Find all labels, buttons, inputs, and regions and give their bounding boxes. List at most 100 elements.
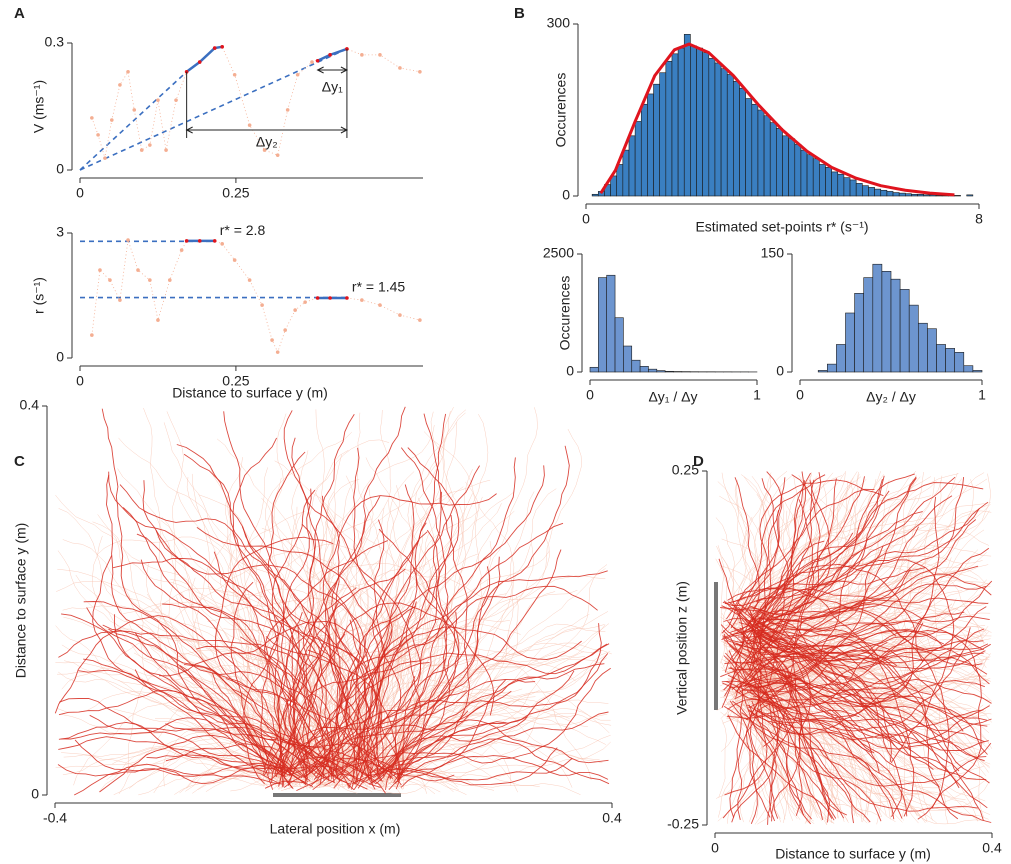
- bar: [825, 167, 832, 197]
- x-tick-label: 1: [978, 387, 986, 403]
- y-tick-label: 0: [56, 161, 64, 177]
- data-point: [90, 116, 94, 120]
- trajectory: [724, 680, 763, 819]
- x-axis-label: Distance to surface y (m): [172, 385, 328, 401]
- trajectory: [400, 755, 609, 788]
- bar: [872, 263, 883, 373]
- bar: [656, 370, 666, 373]
- bar: [708, 58, 716, 197]
- trajectory: [721, 488, 875, 634]
- data-point: [398, 313, 402, 317]
- trajectory: [740, 666, 985, 707]
- y-tick-label: 150: [761, 245, 785, 261]
- trajectory: [745, 474, 860, 612]
- bar: [614, 317, 624, 373]
- bar: [855, 183, 863, 197]
- highlight-point: [212, 239, 217, 243]
- trajectory: [734, 640, 984, 700]
- data-point: [275, 350, 280, 354]
- trajectory: [89, 714, 402, 786]
- trajectory: [282, 673, 402, 787]
- trajectory: [377, 690, 512, 777]
- bar: [639, 366, 649, 373]
- trajectory: [283, 465, 545, 788]
- trajectory: [748, 600, 966, 659]
- data-point: [247, 123, 252, 127]
- trajectory: [322, 493, 497, 777]
- bar: [622, 149, 630, 197]
- trajectory: [163, 422, 354, 777]
- trajectory: [749, 710, 989, 751]
- trajectory: [723, 600, 992, 704]
- trajectory: [372, 783, 441, 793]
- data-point: [275, 153, 280, 157]
- bar: [623, 345, 633, 373]
- bar: [890, 278, 901, 373]
- bar: [954, 352, 965, 373]
- trajectory: [162, 603, 377, 785]
- trajectory: [754, 655, 889, 719]
- y-tick-label: 0: [776, 363, 784, 379]
- trajectory: [291, 437, 378, 785]
- bar: [690, 45, 697, 197]
- bar: [963, 365, 974, 373]
- trajectory: [400, 491, 535, 780]
- trajectory: [758, 619, 915, 817]
- trajectory: [293, 699, 570, 783]
- trajectory: [381, 572, 517, 780]
- trajectory: [722, 567, 926, 607]
- bar: [966, 194, 974, 197]
- data-point: [310, 60, 314, 64]
- trajectory: [728, 650, 860, 718]
- data-point: [136, 268, 140, 272]
- trajectory: [753, 540, 825, 664]
- trajectory: [738, 677, 966, 803]
- trajectory: [743, 649, 912, 699]
- bar: [720, 68, 728, 197]
- bar: [794, 144, 802, 197]
- scale-bar: [273, 793, 401, 797]
- x-tick-label: 0.4: [602, 810, 622, 826]
- trajectory: [737, 606, 987, 685]
- trajectory: [62, 746, 313, 777]
- trajectory: [726, 583, 987, 650]
- data-point: [360, 53, 364, 57]
- trajectory: [363, 447, 460, 774]
- bar: [648, 368, 658, 373]
- trajectory: [744, 677, 912, 705]
- trajectory: [389, 741, 611, 784]
- highlight-line: [185, 45, 223, 73]
- trajectory: [58, 671, 266, 778]
- trajectory: [319, 495, 341, 786]
- highlight-point: [328, 296, 332, 300]
- trajectory: [271, 611, 458, 783]
- bar: [849, 179, 857, 197]
- trajectory: [263, 616, 317, 776]
- trajectory: [750, 630, 903, 818]
- trajectories: [54, 406, 612, 796]
- trajectory: [715, 517, 735, 642]
- trajectory: [353, 514, 453, 790]
- set-point-line: [79, 48, 348, 171]
- trajectory: [726, 680, 985, 762]
- trajectory: [718, 719, 727, 798]
- trajectory: [146, 754, 343, 773]
- trajectory: [741, 689, 992, 750]
- data-point: [232, 258, 237, 262]
- data-point: [103, 156, 107, 160]
- y-axis-label: V (ms⁻¹): [31, 80, 47, 133]
- data-point: [90, 333, 94, 337]
- bar: [696, 47, 703, 197]
- trajectory: [750, 618, 812, 822]
- bar: [898, 192, 906, 197]
- bar: [726, 74, 734, 197]
- trajectory: [353, 447, 393, 778]
- trajectory: [740, 620, 982, 809]
- trajectory: [723, 618, 911, 751]
- fit-curve: [599, 42, 955, 197]
- bracket-label: Δy₁: [322, 79, 343, 95]
- y-axis-label: Occurences: [557, 276, 573, 351]
- trajectory: [730, 474, 826, 629]
- x-axis-label: Estimated set-points r* (s⁻¹): [695, 219, 868, 235]
- y-axis-label: Vertical position z (m): [674, 581, 690, 715]
